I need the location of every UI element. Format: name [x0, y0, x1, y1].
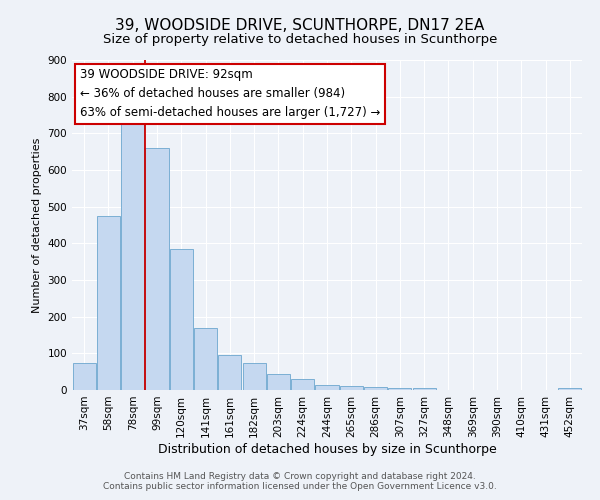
- Bar: [73, 362, 95, 390]
- Text: 39, WOODSIDE DRIVE, SCUNTHORPE, DN17 2EA: 39, WOODSIDE DRIVE, SCUNTHORPE, DN17 2EA: [115, 18, 485, 32]
- Y-axis label: Number of detached properties: Number of detached properties: [32, 138, 42, 312]
- Text: Contains public sector information licensed under the Open Government Licence v3: Contains public sector information licen…: [103, 482, 497, 491]
- Bar: [97, 216, 120, 390]
- Bar: [364, 387, 387, 390]
- Bar: [291, 379, 314, 390]
- Bar: [413, 388, 436, 390]
- Bar: [388, 388, 412, 390]
- Bar: [218, 355, 241, 390]
- Text: 39 WOODSIDE DRIVE: 92sqm
← 36% of detached houses are smaller (984)
63% of semi-: 39 WOODSIDE DRIVE: 92sqm ← 36% of detach…: [80, 68, 380, 119]
- Bar: [559, 388, 581, 390]
- Bar: [194, 328, 217, 390]
- Text: Size of property relative to detached houses in Scunthorpe: Size of property relative to detached ho…: [103, 32, 497, 46]
- X-axis label: Distribution of detached houses by size in Scunthorpe: Distribution of detached houses by size …: [158, 442, 496, 456]
- Bar: [316, 385, 338, 390]
- Bar: [170, 249, 193, 390]
- Bar: [145, 148, 169, 390]
- Bar: [340, 386, 363, 390]
- Bar: [267, 374, 290, 390]
- Bar: [121, 120, 144, 390]
- Text: Contains HM Land Registry data © Crown copyright and database right 2024.: Contains HM Land Registry data © Crown c…: [124, 472, 476, 481]
- Bar: [242, 362, 266, 390]
